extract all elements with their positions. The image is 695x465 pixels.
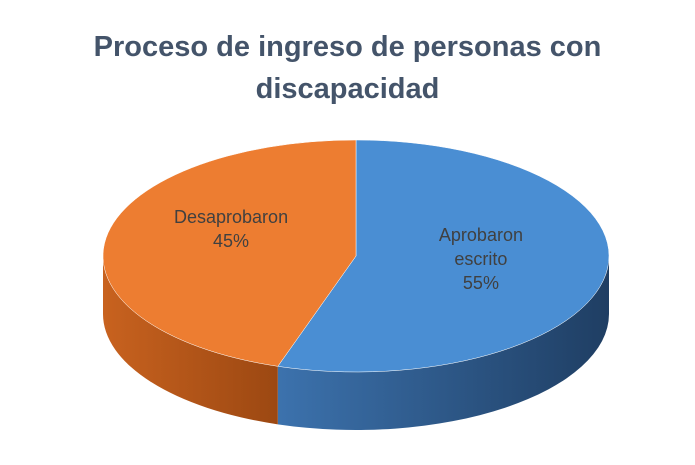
slice-category: Desaprobaron [174, 206, 289, 227]
slice-value: 55% [462, 273, 499, 294]
chart-title: Proceso de ingreso de personas con disca… [93, 31, 602, 105]
slice [102, 139, 357, 367]
slice-category: Aprobaron escrito [438, 225, 523, 270]
slice-value: 45% [213, 230, 250, 251]
slice-label: Aprobaron escrito 55% [416, 223, 546, 295]
slice-label: Desaprobaron 45% [166, 205, 296, 253]
slice-side [277, 256, 609, 430]
slice [277, 139, 610, 373]
slice-side [103, 256, 278, 425]
